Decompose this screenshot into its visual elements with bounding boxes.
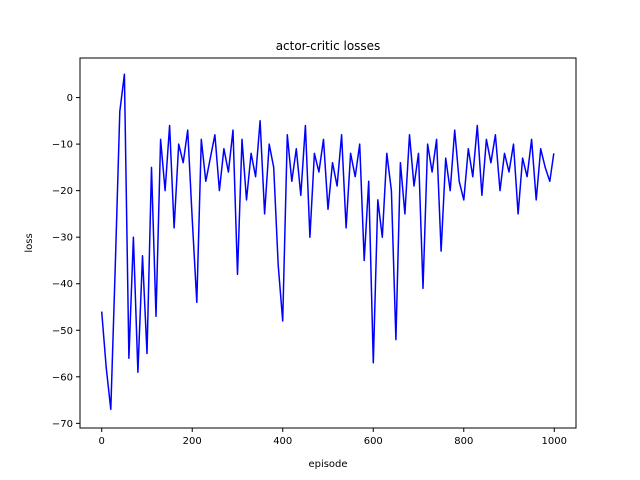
- y-tick-label: −30: [52, 233, 73, 244]
- y-tick-label: −20: [52, 186, 73, 197]
- plot-area: [100, 73, 555, 411]
- y-axis-label: loss: [24, 233, 35, 252]
- x-tick-label: 1000: [542, 436, 567, 447]
- y-tick-label: 0: [67, 93, 73, 104]
- plot-frame: [79, 57, 577, 429]
- series-line-0: [100, 73, 555, 411]
- x-axis: 0 200 400 600 800 1000: [99, 428, 567, 447]
- y-tick-label: −70: [52, 419, 73, 430]
- x-tick-label: 200: [183, 436, 202, 447]
- y-tick-label: −50: [52, 326, 73, 337]
- x-tick-label: 800: [454, 436, 473, 447]
- x-tick-label: 600: [364, 436, 383, 447]
- x-tick-label: 0: [99, 436, 105, 447]
- y-tick-label: −60: [52, 372, 73, 383]
- y-tick-label: −40: [52, 279, 73, 290]
- x-tick-label: 400: [273, 436, 292, 447]
- y-axis: 0 −10 −20 −30 −40 −50 −60 −70: [52, 93, 80, 430]
- chart-title: actor-critic losses: [276, 39, 381, 53]
- y-tick-label: −10: [52, 140, 73, 151]
- x-axis-label: episode: [308, 459, 347, 470]
